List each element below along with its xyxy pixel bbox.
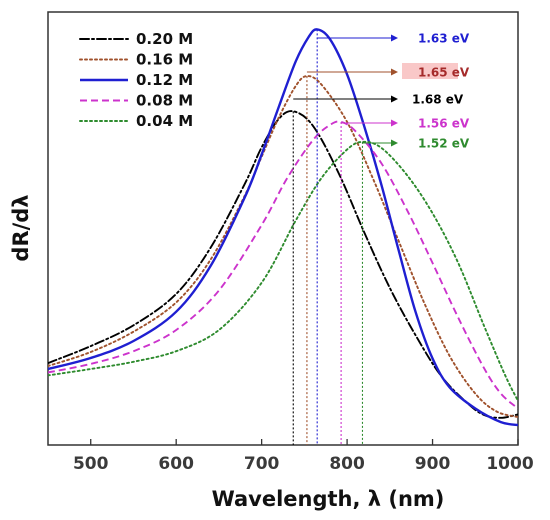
y-axis-title: dR/dλ — [9, 194, 33, 261]
peak-label-0-16-M: 1.65 eV — [418, 66, 470, 80]
peak-arrowhead-0-16-M — [391, 68, 398, 76]
plot-frame — [47, 11, 519, 446]
peak-label-0-04-M: 1.52 eV — [418, 137, 470, 151]
x-axis-ticks: 500 600 700 800 900 1000 — [73, 439, 534, 474]
series-line-0-12-M — [48, 28, 518, 427]
peak-arrowhead-0-04-M — [391, 139, 398, 147]
x-tick-label-600: 600 — [158, 454, 194, 474]
x-tick-label-900: 900 — [415, 454, 451, 474]
legend-label-0-16-M: 0.16 M — [136, 51, 193, 69]
series-curves — [48, 28, 518, 427]
x-axis-title: Wavelength, λ (nm) — [212, 487, 445, 511]
peak-arrowhead-0-20-M — [391, 95, 398, 103]
plot-area: 1.68 eV 1.65 eV 1.63 eV 1.56 eV 1.52 eV 500 6… — [47, 11, 534, 474]
peak-arrowhead-0-12-M — [391, 34, 398, 42]
legend: 0.20 M 0.16 M 0.12 M 0.08 M 0.04 M — [79, 30, 193, 130]
peak-label-highlight-0-16-M — [402, 63, 458, 79]
peak-label-0-20-M: 1.68 eV — [412, 93, 464, 107]
peak-arrowhead-0-08-M — [391, 119, 398, 127]
series-line-0-20-M — [48, 110, 518, 419]
x-tick-label-500: 500 — [73, 454, 109, 474]
legend-label-0-08-M: 0.08 M — [136, 92, 193, 110]
series-line-0-08-M — [48, 120, 518, 410]
legend-label-0-12-M: 0.12 M — [136, 71, 193, 89]
series-line-0-04-M — [48, 140, 518, 402]
peak-markers: 1.68 eV 1.65 eV 1.63 eV 1.56 eV 1.52 eV — [292, 29, 470, 445]
series-line-0-16-M — [48, 75, 518, 418]
x-tick-label-700: 700 — [244, 454, 280, 474]
legend-label-0-20-M: 0.20 M — [136, 30, 193, 48]
peak-label-0-12-M: 1.63 eV — [418, 32, 470, 46]
peak-label-0-08-M: 1.56 eV — [418, 117, 470, 131]
x-tick-label-800: 800 — [329, 454, 365, 474]
legend-label-0-04-M: 0.04 M — [136, 112, 193, 130]
x-tick-label-1000: 1000 — [486, 454, 533, 474]
